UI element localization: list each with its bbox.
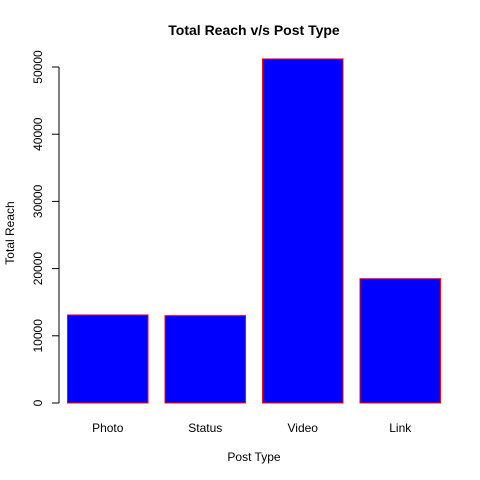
x-tick-labels: Photo Status Video Link bbox=[92, 421, 412, 435]
x-tick-label-status: Status bbox=[188, 421, 222, 435]
y-tick-label: 30000 bbox=[31, 184, 45, 218]
y-axis: 0 10000 20000 30000 40000 50000 bbox=[31, 50, 60, 406]
y-axis-label: Total Reach bbox=[3, 201, 17, 264]
bar-link bbox=[359, 278, 441, 404]
x-axis-label: Post Type bbox=[227, 450, 280, 464]
x-tick-label-photo: Photo bbox=[92, 421, 124, 435]
y-tick-label: 50000 bbox=[31, 50, 45, 84]
x-tick-label-link: Link bbox=[389, 421, 412, 435]
bar-status bbox=[164, 315, 246, 404]
y-tick-label: 40000 bbox=[31, 117, 45, 151]
bars-group bbox=[67, 58, 441, 404]
chart-title: Total Reach v/s Post Type bbox=[168, 22, 340, 38]
y-tick-label: 0 bbox=[31, 399, 45, 406]
y-tick-label: 20000 bbox=[31, 252, 45, 286]
y-tick-label: 10000 bbox=[31, 319, 45, 353]
x-tick-label-video: Video bbox=[288, 421, 319, 435]
bar-photo bbox=[67, 314, 149, 404]
bar-video bbox=[262, 58, 344, 404]
